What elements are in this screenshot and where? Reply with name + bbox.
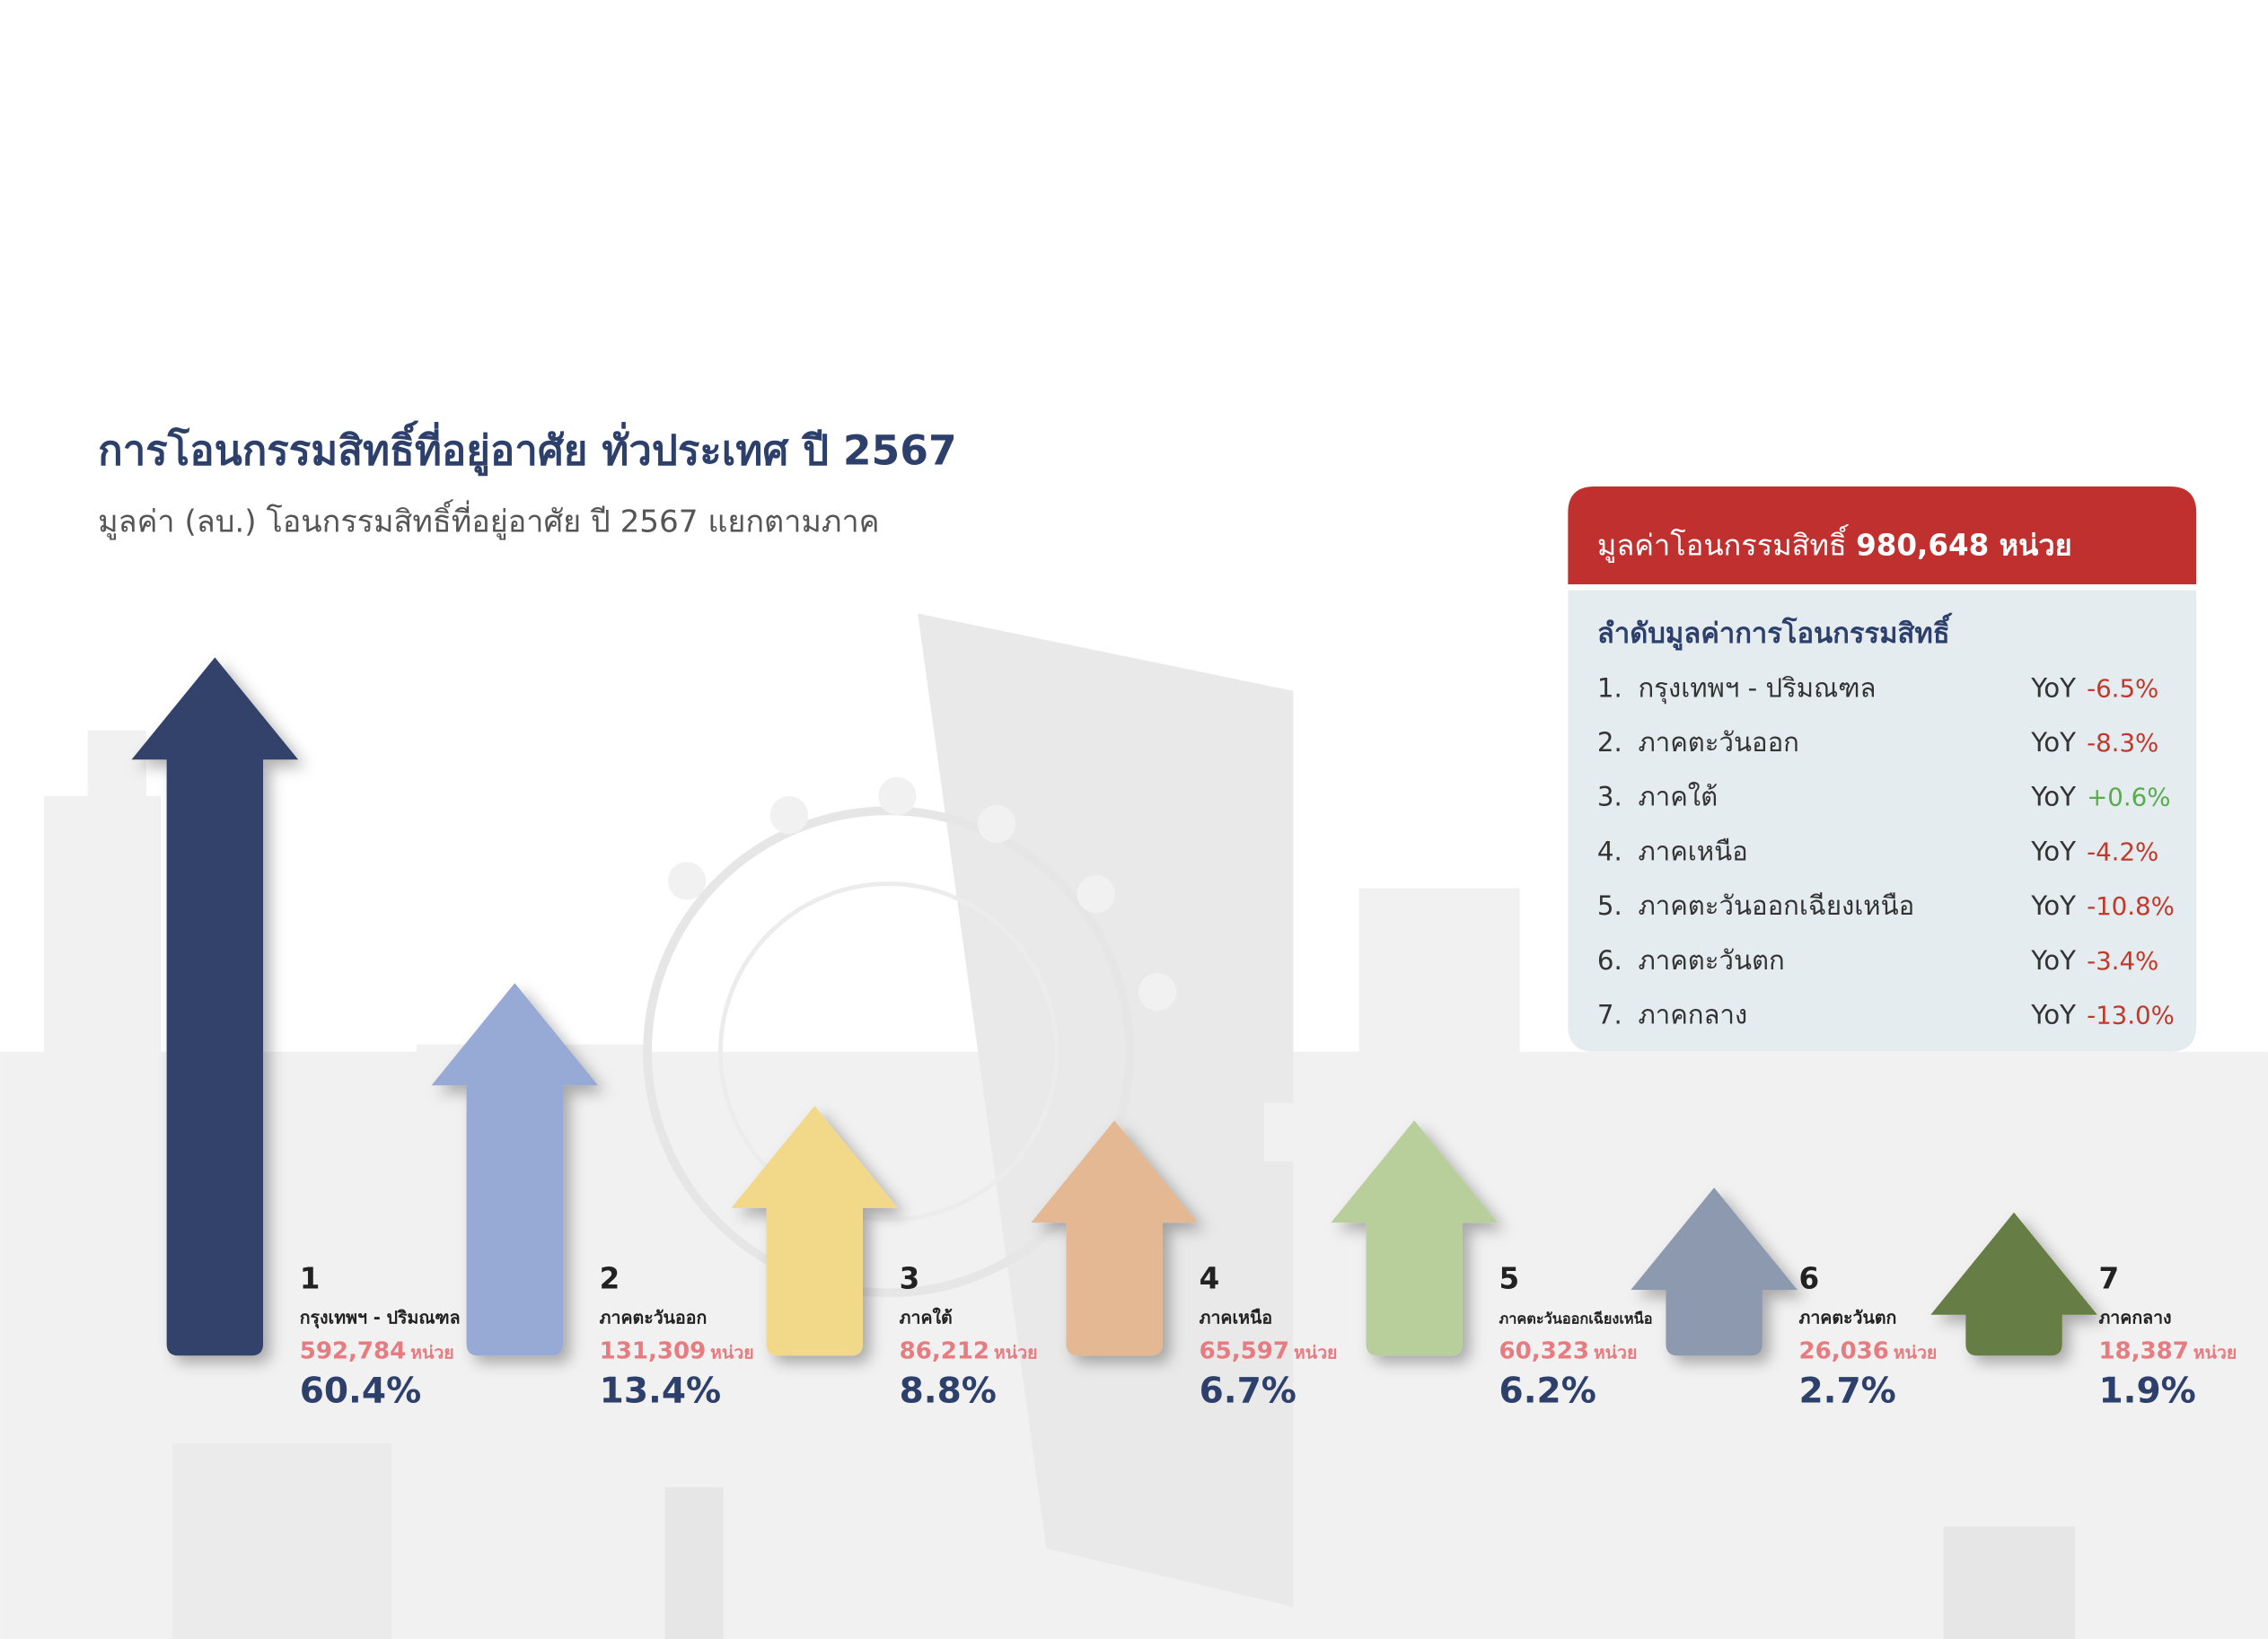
units-word: หน่วย (1294, 1343, 1338, 1363)
arrow (431, 983, 599, 1356)
region-rank: 5 (1499, 1261, 1520, 1295)
yoy-value: -6.5% (2087, 673, 2158, 703)
region-units: 65,597 หน่วย (1200, 1338, 1338, 1365)
arrow (1930, 1212, 2097, 1356)
yoy-label: YoY (2030, 782, 2076, 812)
region-name: ภาคเหนือ (1200, 1307, 1272, 1328)
yoy-value: -10.8% (2087, 891, 2175, 921)
arrow (731, 1105, 899, 1356)
region-units: 592,784 หน่วย (300, 1338, 454, 1365)
row-name: ภาคเหนือ (1638, 836, 1747, 866)
region-share: 6.2% (1499, 1371, 1596, 1411)
region-name: ภาคตะวันออก (600, 1307, 708, 1328)
arrow (1331, 1120, 1498, 1356)
arrow (131, 657, 299, 1356)
panel-header (1568, 486, 2197, 584)
units-word: หน่วย (410, 1343, 454, 1363)
row-rank: 2. (1597, 727, 1622, 758)
region-units: 60,323 หน่วย (1499, 1338, 1638, 1365)
yoy-value: -8.3% (2087, 728, 2158, 758)
units-word: หน่วย (710, 1343, 754, 1363)
region-units: 18,387 หน่วย (2098, 1338, 2237, 1365)
row-name: ภาคตะวันออกเฉียงเหนือ (1638, 890, 1914, 921)
row-rank: 6. (1597, 945, 1622, 976)
row-rank: 5. (1597, 890, 1622, 921)
yoy-value: -13.0% (2087, 1001, 2175, 1030)
subtitle: มูลค่า (ลบ.) โอนกรรมสิทธิ์ที่อยู่อาศัย ป… (98, 498, 879, 539)
title: การโอนกรรมสิทธิ์ที่อยู่อาศัย ทั่วประเทศ … (98, 421, 957, 477)
yoy-label: YoY (2030, 672, 2076, 703)
total-value: 980,648 หน่วย (1856, 528, 2072, 562)
region-name: ภาคใต้ (900, 1307, 953, 1328)
row-name: ภาคใต้ (1638, 782, 1718, 812)
yoy-value: -3.4% (2087, 946, 2158, 976)
region-share: 13.4% (600, 1371, 721, 1411)
units-word: หน่วย (1894, 1343, 1938, 1363)
yoy-label: YoY (2030, 945, 2076, 976)
row-rank: 1. (1597, 672, 1622, 703)
region-share: 60.4% (300, 1371, 421, 1411)
summary-panel: มูลค่าโอนกรรมสิทธิ์ 980,648 หน่วย ลำดับม… (1568, 486, 2197, 1052)
region-units: 131,309 หน่วย (600, 1338, 754, 1365)
yoy-value: -4.2% (2087, 837, 2158, 866)
units-word: หน่วย (994, 1343, 1038, 1363)
units-value: 86,212 (900, 1338, 989, 1365)
region-units: 86,212 หน่วย (900, 1338, 1038, 1365)
units-value: 26,036 (1798, 1338, 1888, 1365)
row-rank: 4. (1597, 836, 1622, 866)
region-share: 2.7% (1798, 1371, 1895, 1411)
region-share: 6.7% (1200, 1371, 1297, 1411)
units-word: หน่วย (1594, 1343, 1638, 1363)
yoy-label: YoY (2030, 836, 2076, 866)
yoy-label: YoY (2030, 890, 2076, 921)
region-name: กรุงเทพฯ - ปริมณฑล (300, 1307, 461, 1328)
region-rank: 2 (600, 1261, 620, 1295)
yoy-label: YoY (2030, 1000, 2076, 1030)
arrow (1631, 1188, 1798, 1356)
region-rank: 1 (300, 1261, 321, 1295)
row-name: ภาคตะวันออก (1638, 727, 1798, 758)
row-rank: 3. (1597, 782, 1622, 812)
units-value: 60,323 (1499, 1338, 1589, 1365)
panel-body (1568, 590, 2197, 1052)
region-name: ภาคกลาง (2098, 1307, 2171, 1328)
region-share: 1.9% (2098, 1371, 2195, 1411)
yoy-value: +0.6% (2087, 783, 2170, 812)
region-rank: 4 (1200, 1261, 1220, 1295)
arrow (1031, 1120, 1198, 1356)
row-name: ภาคกลาง (1638, 1000, 1747, 1030)
yoy-label: YoY (2030, 727, 2076, 758)
row-name: ภาคตะวันตก (1638, 945, 1784, 976)
units-word: หน่วย (2193, 1343, 2237, 1363)
region-name: ภาคตะวันออกเฉียงเหนือ (1499, 1310, 1653, 1327)
region-rank: 3 (900, 1261, 920, 1295)
region-name: ภาคตะวันตก (1798, 1307, 1896, 1328)
region-rank: 7 (2098, 1261, 2119, 1295)
row-rank: 7. (1597, 1000, 1622, 1030)
panel-heading: ลำดับมูลค่าการโอนกรรมสิทธิ์ (1597, 612, 1953, 651)
units-value: 18,387 (2098, 1338, 2188, 1365)
units-value: 592,784 (300, 1338, 407, 1365)
total-label: มูลค่าโอนกรรมสิทธิ์ (1597, 523, 1850, 563)
units-value: 65,597 (1200, 1338, 1289, 1365)
region-units: 26,036 หน่วย (1798, 1338, 1937, 1365)
panel-title: มูลค่าโอนกรรมสิทธิ์ 980,648 หน่วย (1597, 523, 2072, 563)
units-value: 131,309 (600, 1338, 707, 1365)
region-share: 8.8% (900, 1371, 997, 1411)
row-name: กรุงเทพฯ - ปริมณฑล (1638, 672, 1876, 704)
region-rank: 6 (1798, 1261, 1819, 1295)
